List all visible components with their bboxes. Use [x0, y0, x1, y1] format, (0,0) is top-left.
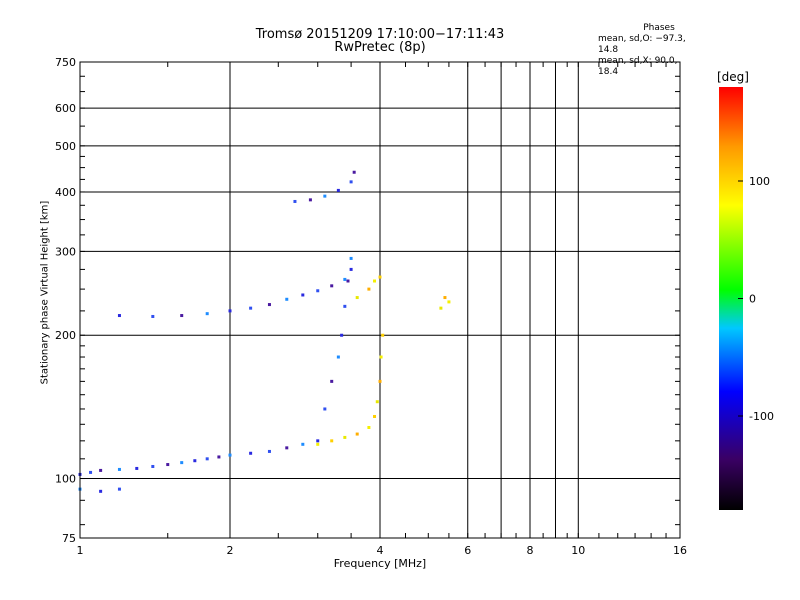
y-tick-label: 500: [55, 140, 76, 153]
data-point: [301, 442, 305, 446]
data-point: [378, 275, 382, 279]
data-point: [151, 314, 155, 318]
data-point: [99, 468, 103, 472]
data-point: [355, 432, 359, 436]
data-point: [205, 312, 209, 316]
data-point: [367, 425, 371, 429]
colorbar-label: [deg]: [717, 70, 749, 84]
data-point: [336, 355, 340, 359]
data-point: [267, 449, 271, 453]
data-point: [379, 355, 383, 359]
x-tick-label: 10: [571, 544, 585, 557]
x-tick-label: 1: [77, 544, 84, 557]
data-point: [349, 180, 353, 184]
data-point: [135, 466, 139, 470]
data-point: [316, 442, 320, 446]
y-tick-label: 100: [55, 473, 76, 486]
data-point: [151, 464, 155, 468]
data-point: [205, 457, 209, 461]
data-point: [228, 453, 232, 457]
y-tick-label: 75: [62, 532, 76, 545]
x-tick-label: 8: [527, 544, 534, 557]
data-point: [249, 451, 253, 455]
plot-grid: [80, 62, 680, 538]
data-point: [249, 306, 253, 310]
y-tick-label: 400: [55, 186, 76, 199]
data-point: [193, 459, 197, 463]
y-tick-label: 200: [55, 329, 76, 342]
data-point: [117, 467, 121, 471]
data-point: [330, 439, 334, 443]
data-point: [323, 407, 327, 411]
x-tick-label: 16: [673, 544, 687, 557]
data-point: [349, 267, 353, 271]
data-point: [352, 170, 356, 174]
chart-title: Tromsø 20151209 17:10:00−17:11:43: [255, 27, 505, 42]
chart-subtitle: RwPretec (8p): [334, 40, 426, 55]
data-point: [373, 414, 377, 418]
data-point: [355, 296, 359, 300]
data-point: [367, 287, 371, 291]
data-point: [293, 199, 297, 203]
phases-o-line: mean, sd,O: −97.3, 14.8: [598, 34, 686, 55]
data-point: [330, 284, 334, 288]
y-tick-label: 300: [55, 245, 76, 258]
data-point: [166, 463, 170, 467]
x-tick-label: 2: [227, 544, 234, 557]
colorbar-tick-label: 0: [749, 293, 756, 306]
data-point: [375, 400, 379, 404]
data-point: [343, 435, 347, 439]
axis-ticks: 1 2 4 6 8 10 16 75 100 200 300 400 500 600 750: [55, 56, 687, 557]
data-point: [330, 379, 334, 383]
data-point: [267, 303, 271, 307]
data-point: [89, 470, 93, 474]
data-point: [117, 314, 121, 318]
data-point: [308, 198, 312, 202]
data-point: [180, 314, 184, 318]
data-point: [439, 306, 443, 310]
y-axis-label: Stationary phase Virtual Height [km]: [39, 200, 51, 385]
x-tick-label: 6: [464, 544, 471, 557]
colorbar-tick-label: -100: [749, 410, 774, 423]
data-point: [443, 296, 447, 300]
data-point: [373, 279, 377, 283]
data-point: [117, 487, 121, 491]
data-point: [346, 279, 350, 283]
data-point: [343, 304, 347, 308]
data-point: [323, 194, 327, 198]
x-axis-label: Frequency [MHz]: [333, 557, 427, 570]
data-point: [340, 333, 344, 337]
data-point: [316, 289, 320, 293]
x-tick-label: 4: [377, 544, 384, 557]
data-point: [336, 188, 340, 192]
data-point: [343, 277, 347, 281]
phases-header: Phases: [643, 23, 675, 33]
phases-x-line: mean, sd,X: 90.0, 18.4: [598, 56, 678, 77]
colorbar-ticks: 100 0 -100: [738, 175, 774, 423]
y-tick-label: 750: [55, 56, 76, 69]
data-points: [78, 170, 451, 493]
colorbar-tick-label: 100: [749, 175, 770, 188]
data-point: [285, 446, 289, 450]
data-point: [99, 489, 103, 493]
y-tick-label: 600: [55, 102, 76, 115]
data-point: [378, 379, 382, 383]
data-point: [301, 293, 305, 297]
data-point: [217, 455, 221, 459]
phases-info: Phases mean, sd,O: −97.3, 14.8 mean, sd,…: [598, 23, 700, 78]
data-point: [349, 256, 353, 260]
data-point: [316, 439, 320, 443]
data-point: [381, 333, 385, 337]
data-point: [447, 300, 451, 304]
data-point: [228, 309, 232, 313]
data-point: [180, 461, 184, 465]
data-point: [285, 297, 289, 301]
